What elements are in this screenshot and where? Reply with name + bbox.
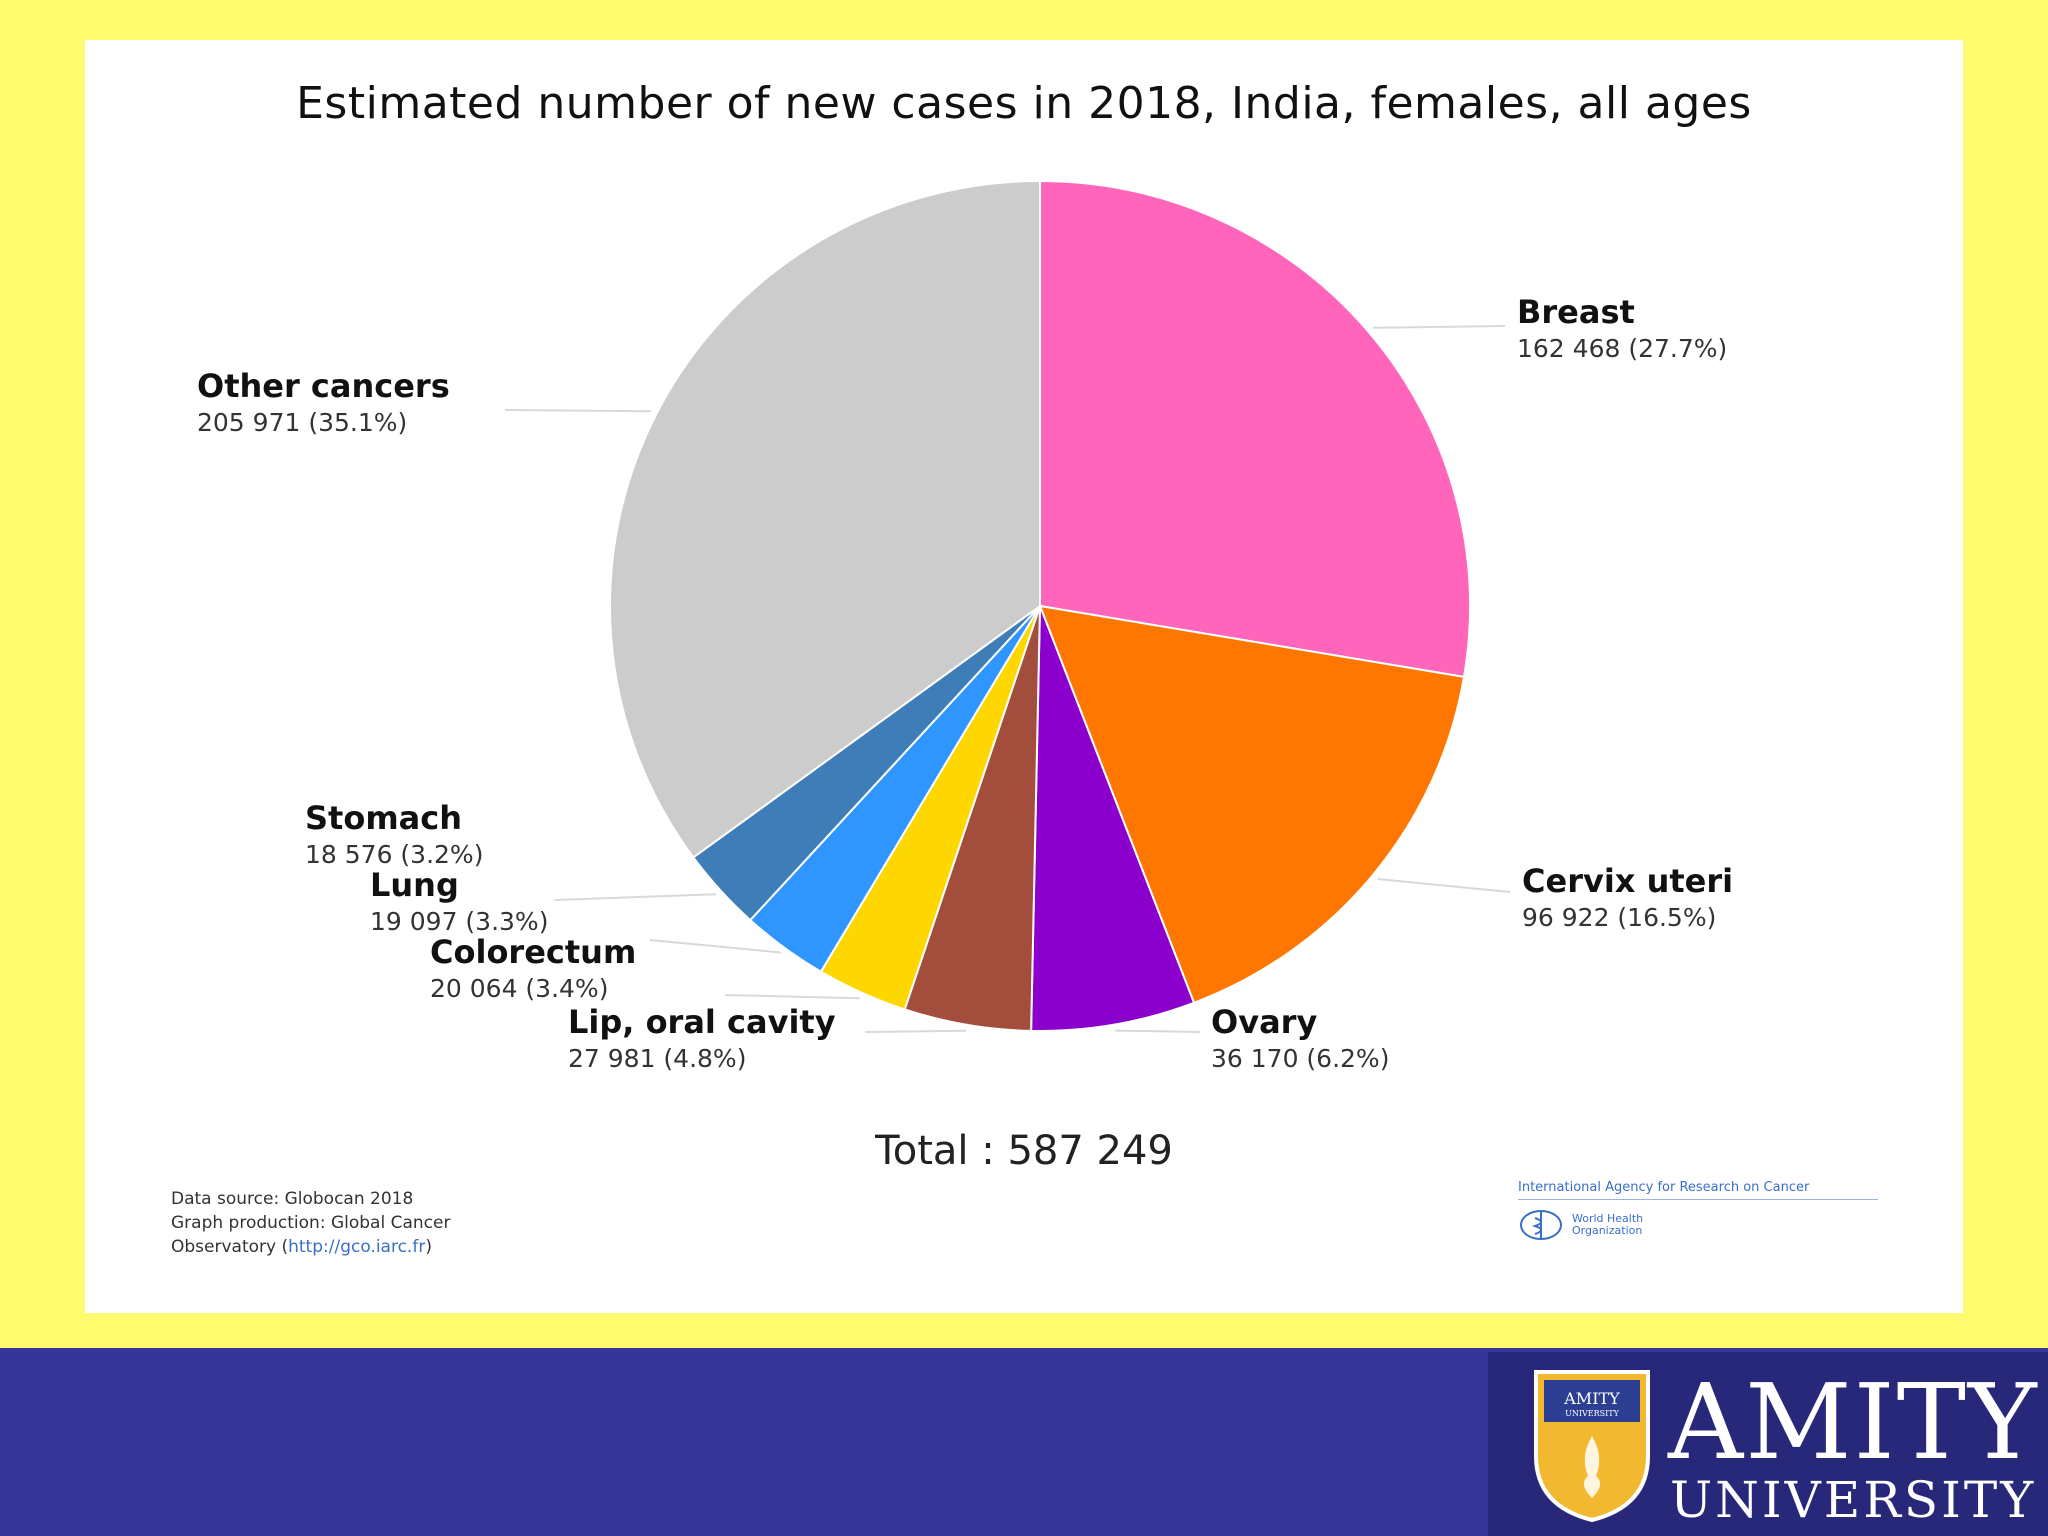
source-link[interactable]: http://gco.iarc.fr	[288, 1237, 426, 1257]
leader-line	[724, 994, 860, 1000]
leader-line	[1372, 325, 1506, 329]
slice-label-value: 36 170 (6.2%)	[1211, 1044, 1389, 1073]
pie-slices	[609, 179, 1472, 1032]
who-text: World Health Organization	[1572, 1212, 1644, 1237]
slice-label-value: 162 468 (27.7%)	[1517, 334, 1727, 363]
leader-line	[554, 893, 716, 901]
slice-label-value: 205 971 (35.1%)	[197, 408, 407, 437]
total-label: Total : 587 249	[875, 1128, 1173, 1174]
slice-label-name: Colorectum	[430, 933, 636, 971]
data-source-note: Data source: Globocan 2018 Graph product…	[171, 1187, 450, 1259]
chart-card: Estimated number of new cases in 2018, I…	[85, 40, 1963, 1313]
leader-line	[864, 1029, 967, 1033]
who-logo: World Health Organization	[1518, 1208, 1878, 1242]
slice-label-name: Breast	[1517, 293, 1635, 331]
slice-label-value: 27 981 (4.8%)	[568, 1044, 746, 1073]
brand-name: AMITY	[1668, 1361, 2039, 1483]
source-line-3: Observatory (http://gco.iarc.fr)	[171, 1237, 432, 1257]
leader-lines	[504, 325, 1511, 1033]
slice-labels: Breast 162 468 (27.7%) Cervix uteri 96 922 …	[197, 293, 1733, 1073]
chart-title: Estimated number of new cases in 2018, I…	[296, 78, 1752, 129]
source-line-1: Data source: Globocan 2018	[171, 1189, 414, 1209]
amity-shield-icon: AMITY UNIVERSITY	[1534, 1370, 1650, 1523]
slice-label-name: Cervix uteri	[1522, 862, 1733, 900]
pie-slice-breast	[1039, 179, 1472, 679]
leader-line	[1114, 1029, 1201, 1033]
shield-text: AMITY	[1563, 1389, 1620, 1408]
amity-logo: AMITY UNIVERSITY AMITY UNIVERSITY	[1488, 1352, 2048, 1536]
slice-label-name: Ovary	[1211, 1003, 1317, 1041]
iarc-text: International Agency for Research on Can…	[1518, 1180, 1878, 1200]
slice-label-name: Lip, oral cavity	[568, 1003, 836, 1041]
source-line-2: Graph production: Global Cancer	[171, 1213, 451, 1233]
slice-label-value: 18 576 (3.2%)	[305, 840, 483, 869]
slice-label-value: 20 064 (3.4%)	[430, 974, 608, 1003]
slice-label-name: Other cancers	[197, 367, 450, 405]
brand-subname: UNIVERSITY	[1670, 1471, 2037, 1529]
pie-slice-ovary	[1030, 605, 1196, 1032]
pie-slice-other-cancers	[609, 179, 1041, 859]
shield-subtext: UNIVERSITY	[1565, 1409, 1620, 1418]
slice-label-value: 96 922 (16.5%)	[1522, 903, 1716, 932]
leader-line	[504, 409, 652, 413]
slice-label-value: 19 097 (3.3%)	[370, 907, 548, 936]
leader-line	[1377, 878, 1511, 893]
pie-slice-cervix-uteri	[1038, 604, 1466, 1005]
slice-label-name: Lung	[370, 866, 459, 904]
agency-logos: International Agency for Research on Can…	[1518, 1180, 1878, 1242]
leader-line	[649, 939, 781, 954]
slice-label-name: Stomach	[305, 799, 462, 837]
pie-chart: Breast 162 468 (27.7%) Cervix uteri 96 922 …	[197, 179, 1733, 1073]
who-emblem-icon	[1520, 1210, 1562, 1240]
